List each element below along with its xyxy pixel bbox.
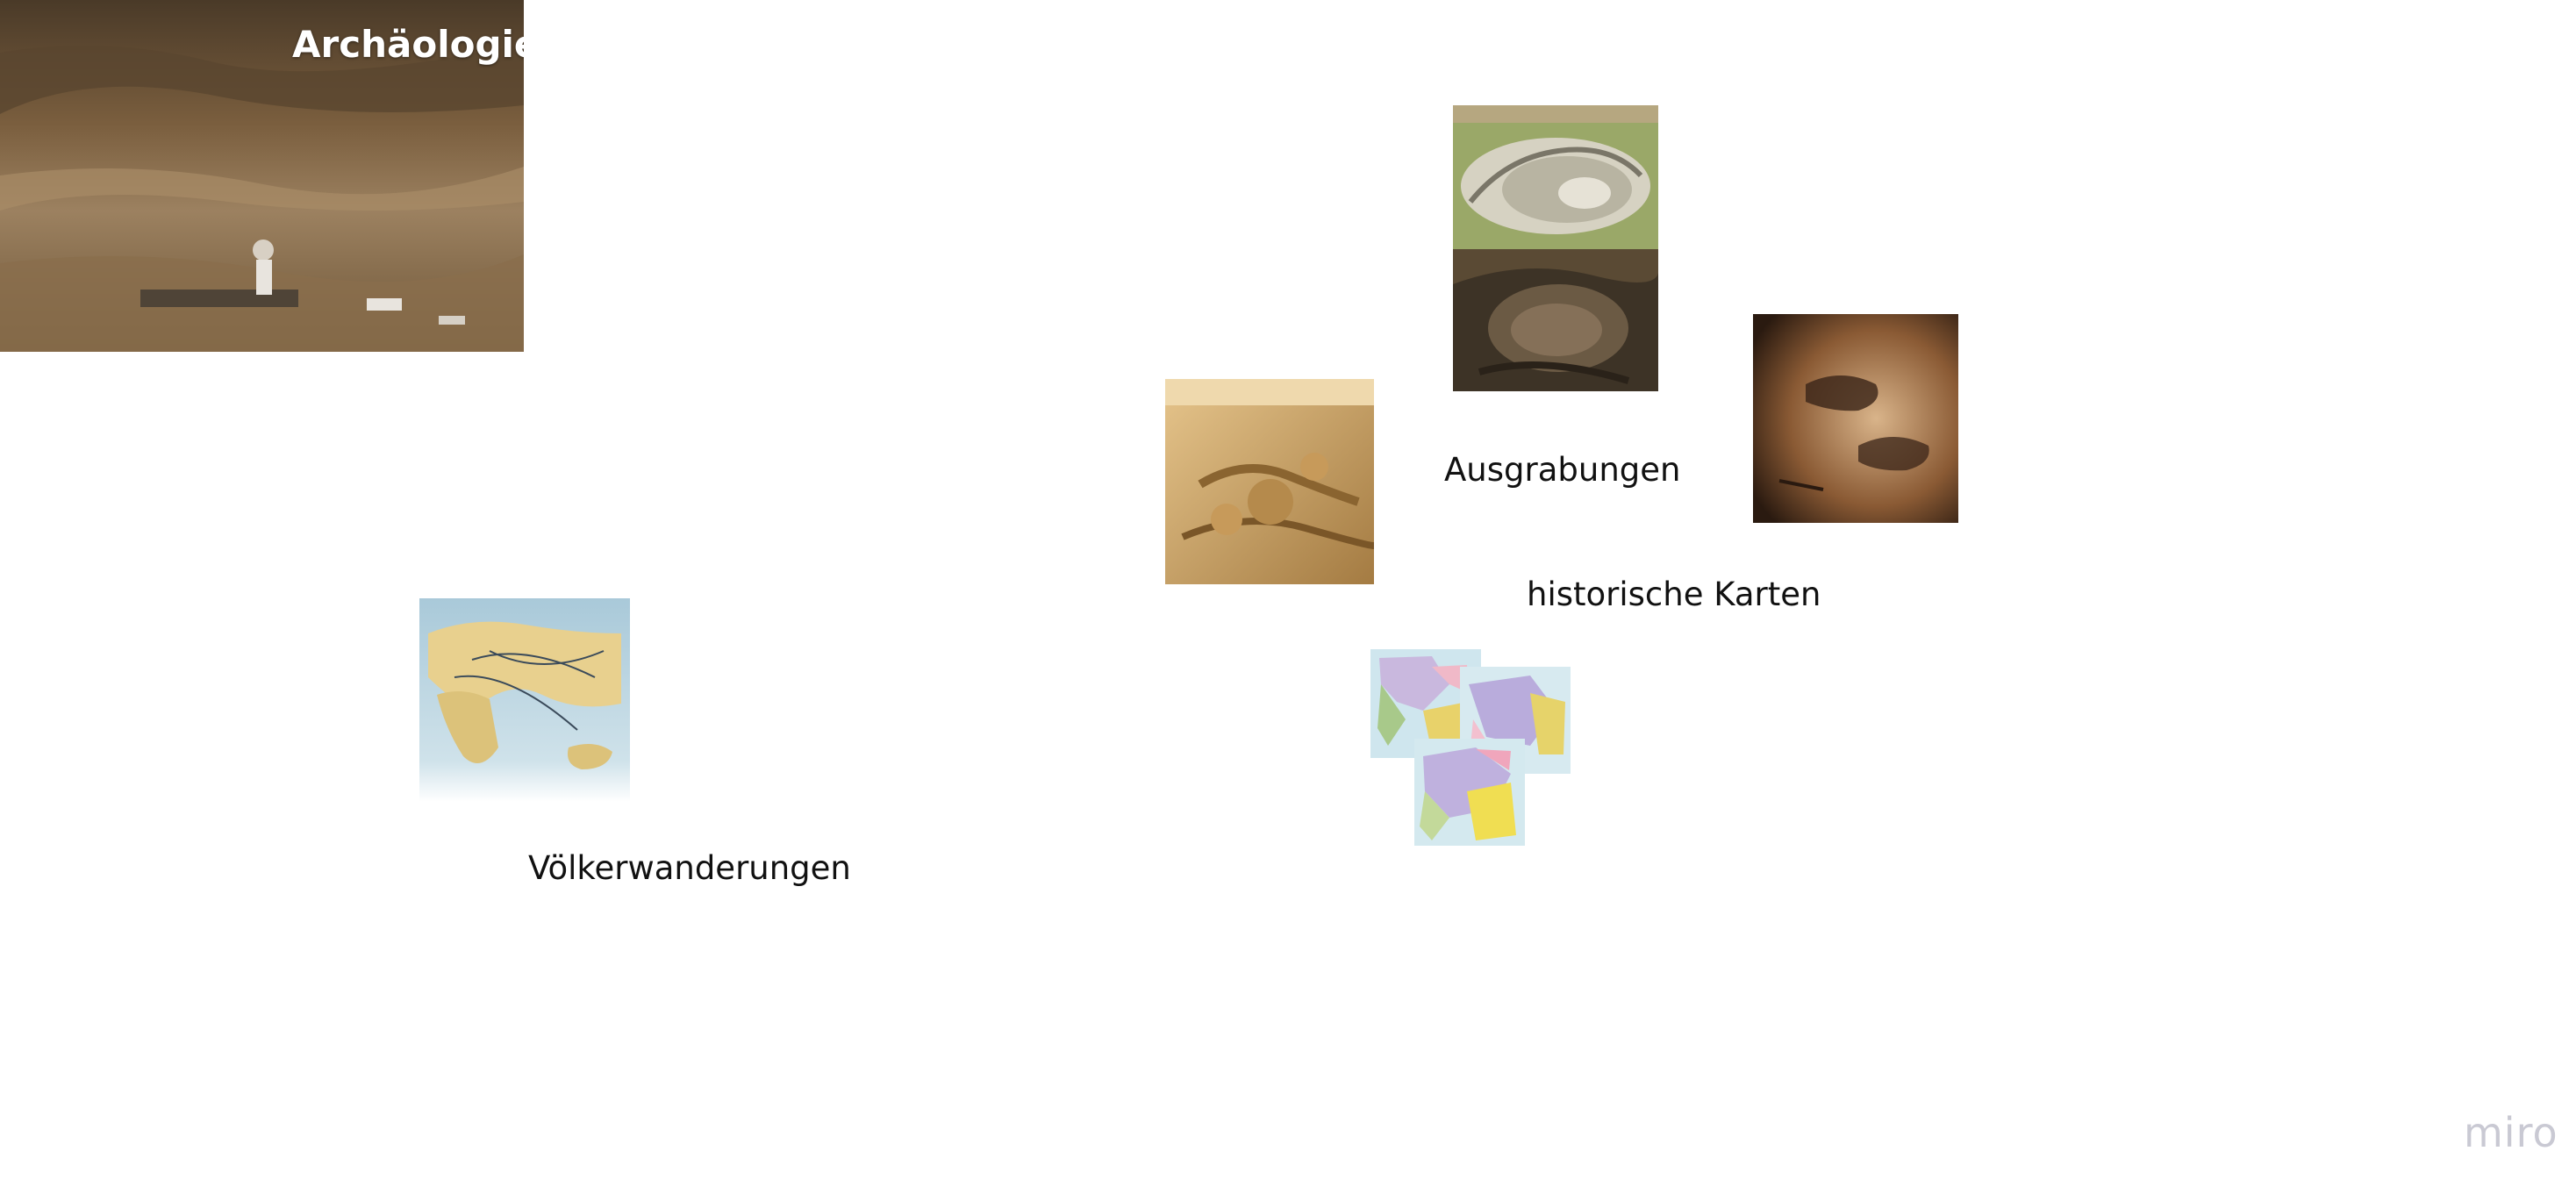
migration-map[interactable]	[419, 598, 630, 802]
desert-ruins-photo[interactable]	[1165, 379, 1374, 584]
cave-painting-photo[interactable]	[1753, 314, 1958, 523]
europe-historic-map-3[interactable]	[1414, 739, 1525, 846]
board-title: Archäologie	[292, 23, 524, 66]
label-ausgrabungen[interactable]: Ausgrabungen	[1444, 451, 1681, 489]
label-voelkerwanderungen[interactable]: Völkerwanderungen	[528, 849, 851, 887]
label-historische-karten[interactable]: historische Karten	[1527, 576, 1821, 613]
fortress-aerial-photo[interactable]	[1453, 105, 1658, 249]
excavation-site-photo[interactable]: Archäologie	[0, 0, 524, 352]
ruins-aerial-photo[interactable]	[1453, 249, 1658, 391]
miro-logo: miro	[2464, 1109, 2558, 1156]
